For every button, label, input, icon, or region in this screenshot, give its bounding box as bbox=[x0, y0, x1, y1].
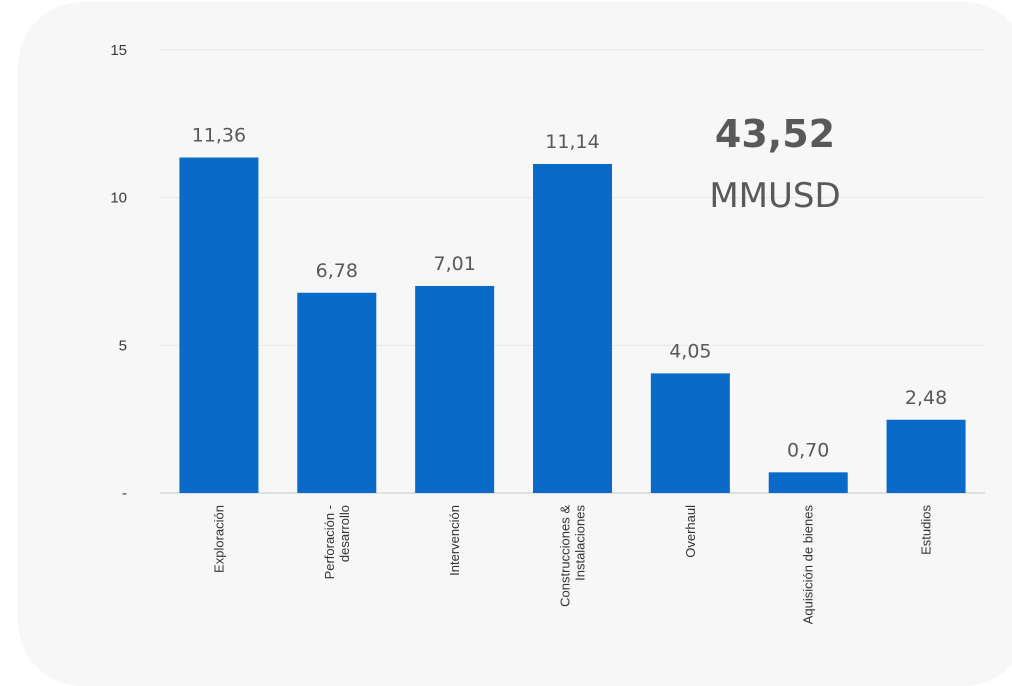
y-tick-label: 15 bbox=[110, 42, 127, 59]
data-label: 6,78 bbox=[316, 260, 358, 282]
data-label: 11,36 bbox=[192, 125, 246, 147]
x-category-label-line: Construcciones & bbox=[558, 505, 573, 607]
x-category-label: Exploración bbox=[211, 505, 226, 573]
x-category-label-line: Aquisición de bienes bbox=[801, 505, 816, 625]
data-label: 4,05 bbox=[669, 340, 711, 362]
x-category-label-line: Estudios bbox=[919, 505, 934, 555]
x-category-label-line: desarrollo bbox=[337, 505, 352, 562]
x-category-label-line: Intervención bbox=[447, 505, 462, 576]
bar bbox=[533, 163, 612, 494]
x-axis-labels: Exploración Perforación - desarrollo Interv… bbox=[211, 505, 933, 625]
data-label: 2,48 bbox=[905, 387, 947, 409]
bar bbox=[297, 292, 377, 493]
x-category-label: Construcciones & Instalaciones bbox=[558, 505, 588, 607]
x-category-label: Perforación - desarrollo bbox=[322, 505, 352, 579]
data-label: 0,70 bbox=[787, 439, 829, 461]
bar bbox=[179, 157, 259, 493]
x-category-label-line: Instalaciones bbox=[573, 505, 588, 581]
y-axis-ticks: - 5 10 15 bbox=[110, 42, 127, 502]
bars bbox=[179, 157, 966, 494]
bar bbox=[886, 419, 966, 493]
x-category-label-line: Perforación - bbox=[322, 505, 337, 579]
bar bbox=[415, 285, 495, 493]
y-tick-label: - bbox=[122, 485, 127, 502]
x-category-label-line: Exploración bbox=[211, 505, 226, 573]
x-category-label: Aquisición de bienes bbox=[801, 505, 816, 625]
bar bbox=[768, 472, 848, 493]
data-label: 7,01 bbox=[433, 253, 475, 275]
x-category-label: Overhaul bbox=[683, 505, 698, 558]
data-label: 11,14 bbox=[545, 131, 599, 153]
bar bbox=[650, 373, 730, 493]
data-labels: 11,36 6,78 7,01 11,14 4,05 0,70 2,48 bbox=[192, 125, 948, 462]
x-category-label: Intervención bbox=[447, 505, 462, 576]
total-value: 43,52 bbox=[715, 112, 835, 156]
x-category-label-line: Overhaul bbox=[683, 505, 698, 558]
total-unit: MMUSD bbox=[709, 176, 840, 216]
y-tick-label: 10 bbox=[110, 190, 127, 207]
y-tick-label: 5 bbox=[119, 337, 127, 354]
x-category-label: Estudios bbox=[919, 505, 934, 555]
